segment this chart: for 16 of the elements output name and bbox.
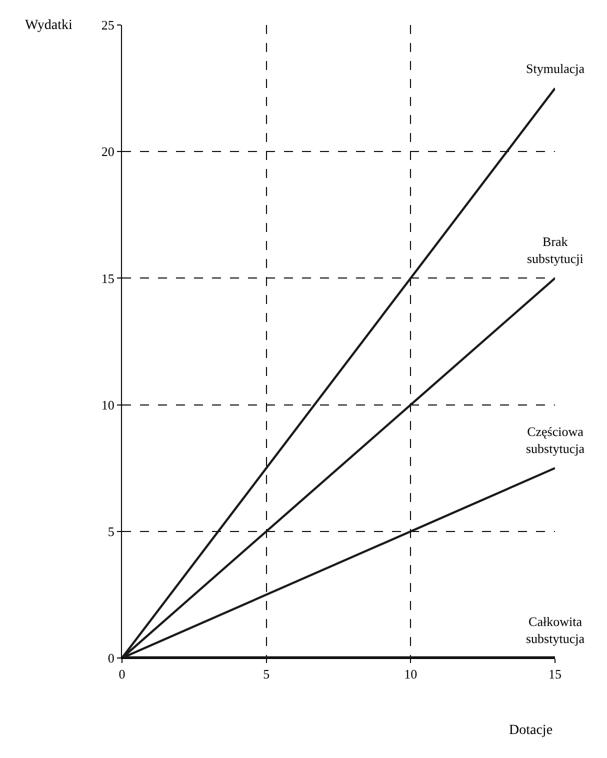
x-axis-title: Dotacje [509, 723, 553, 738]
y-tick-label: 20 [101, 144, 114, 160]
x-tick-label: 10 [404, 666, 418, 682]
series-label: Całkowita substytucja [526, 614, 585, 646]
y-tick-label: 15 [101, 270, 114, 286]
x-tick-label: 15 [548, 666, 562, 682]
series-label: Stymulacja [526, 61, 585, 76]
text: Brak substytucji [527, 234, 584, 266]
x-tick-label: 5 [263, 666, 270, 682]
y-tick-label: 0 [108, 650, 114, 666]
y-tick-label: 5 [108, 524, 114, 539]
y-tick-label: 10 [101, 397, 114, 412]
x-tick-label: 0 [118, 666, 126, 682]
y-tick-label: 25 [101, 18, 114, 33]
y-axis-title: Wydatki [25, 18, 72, 33]
series-label: Częściowa substytucja [526, 424, 585, 456]
